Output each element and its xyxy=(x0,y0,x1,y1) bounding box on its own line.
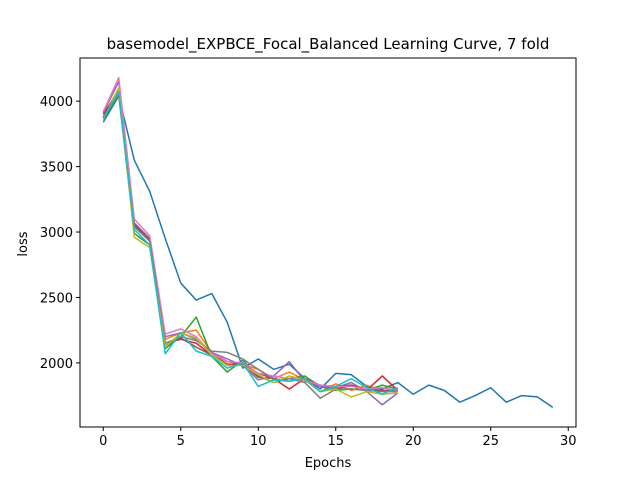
y-tick-label: 3500 xyxy=(40,161,73,176)
x-tick-label: 30 xyxy=(560,434,577,449)
y-tick-label: 2500 xyxy=(40,291,73,306)
y-axis-label: loss xyxy=(16,231,31,256)
x-axis-label: Epochs xyxy=(305,456,352,471)
y-tick-label: 4000 xyxy=(40,95,73,110)
x-tick-label: 20 xyxy=(405,434,422,449)
x-tick-label: 10 xyxy=(250,434,267,449)
series-line-7 xyxy=(102,76,398,392)
x-tick-label: 5 xyxy=(177,434,185,449)
series-line-10 xyxy=(102,91,399,396)
y-tick-label: 3000 xyxy=(40,226,73,241)
series-line-1 xyxy=(102,95,554,408)
x-tick-label: 15 xyxy=(327,434,344,449)
axes-group: 0 5 10 15 20 25 30 2000 2500 3000 3500 4000 xyxy=(40,57,577,449)
axes-frame xyxy=(79,57,577,428)
x-tick-label: 25 xyxy=(482,434,499,449)
x-tick-label: 0 xyxy=(99,434,107,449)
y-tick-label: 2000 xyxy=(40,357,73,372)
series-group xyxy=(102,76,554,408)
chart-title: basemodel_EXPBCE_Focal_Balanced Learning… xyxy=(107,35,550,54)
